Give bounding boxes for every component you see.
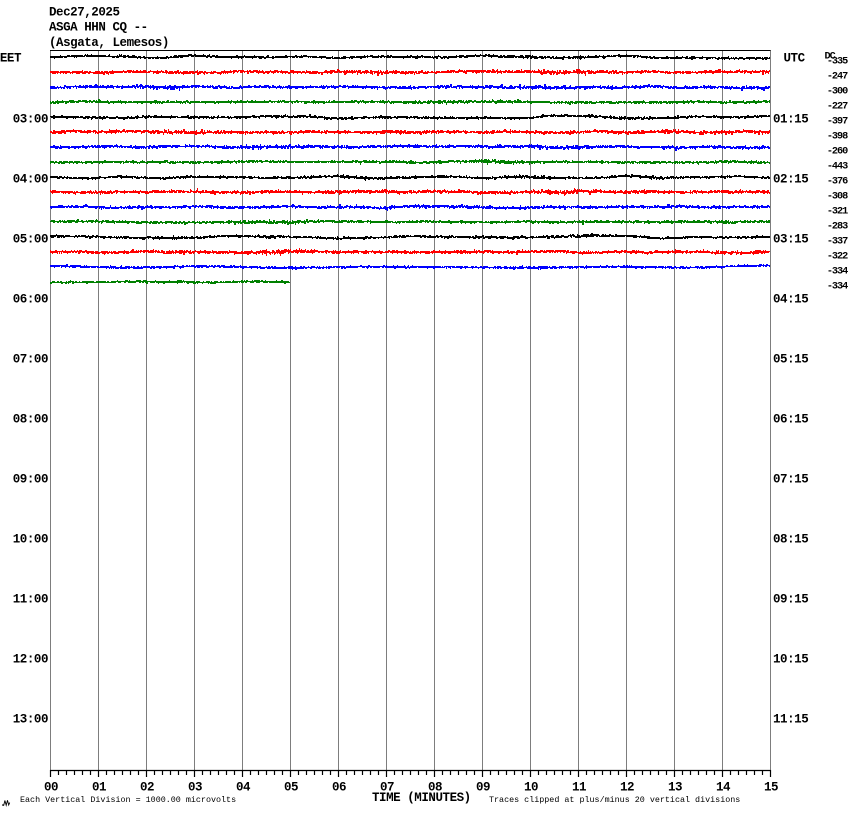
svg-text:00: 00 bbox=[44, 781, 58, 795]
svg-text:-322: -322 bbox=[827, 252, 848, 263]
svg-text:07:15: 07:15 bbox=[773, 473, 808, 487]
svg-text:02: 02 bbox=[140, 781, 154, 795]
svg-text:06:00: 06:00 bbox=[13, 293, 48, 307]
svg-text:13: 13 bbox=[668, 781, 682, 795]
svg-text:-334: -334 bbox=[827, 267, 848, 278]
svg-text:08:15: 08:15 bbox=[773, 533, 808, 547]
svg-text:-397: -397 bbox=[827, 117, 848, 128]
svg-text:11: 11 bbox=[572, 781, 586, 795]
svg-text:-227: -227 bbox=[827, 102, 848, 113]
svg-text:Each Vertical Division = 1000.: Each Vertical Division = 1000.00 microvo… bbox=[20, 795, 236, 805]
svg-text:03:00: 03:00 bbox=[13, 113, 48, 127]
svg-text:-260: -260 bbox=[827, 147, 848, 158]
svg-text:DC: DC bbox=[825, 52, 836, 63]
svg-text:-334: -334 bbox=[827, 282, 848, 293]
svg-text:Dec27,2025: Dec27,2025 bbox=[49, 5, 120, 19]
svg-text:EET: EET bbox=[0, 51, 22, 65]
svg-text:05: 05 bbox=[284, 781, 298, 795]
svg-text:-283: -283 bbox=[827, 222, 848, 233]
svg-text:05:15: 05:15 bbox=[773, 353, 808, 367]
svg-text:-443: -443 bbox=[827, 162, 848, 173]
svg-text:10:15: 10:15 bbox=[773, 653, 808, 667]
svg-text:Traces clipped at plus/minus 2: Traces clipped at plus/minus 20 vertical… bbox=[489, 795, 740, 805]
svg-text:(Asgata, Lemesos): (Asgata, Lemesos) bbox=[49, 36, 169, 50]
svg-text:TIME (MINUTES): TIME (MINUTES) bbox=[372, 791, 471, 805]
svg-text:09:15: 09:15 bbox=[773, 593, 808, 607]
svg-text:-247: -247 bbox=[827, 72, 848, 83]
svg-text:-308: -308 bbox=[827, 192, 848, 203]
svg-text:04:15: 04:15 bbox=[773, 293, 808, 307]
svg-text:02:15: 02:15 bbox=[773, 173, 808, 187]
svg-text:07:00: 07:00 bbox=[13, 353, 48, 367]
svg-text:14: 14 bbox=[716, 781, 731, 795]
svg-text:04: 04 bbox=[236, 781, 251, 795]
svg-text:06:15: 06:15 bbox=[773, 413, 808, 427]
svg-text:09: 09 bbox=[476, 781, 490, 795]
svg-text:-337: -337 bbox=[827, 237, 848, 248]
svg-text:06: 06 bbox=[332, 781, 346, 795]
svg-text:-321: -321 bbox=[827, 207, 848, 218]
svg-text:10: 10 bbox=[524, 781, 538, 795]
svg-text:04:00: 04:00 bbox=[13, 173, 48, 187]
svg-text:03:15: 03:15 bbox=[773, 233, 808, 247]
svg-text:11:00: 11:00 bbox=[13, 593, 48, 607]
svg-text:05:00: 05:00 bbox=[13, 233, 48, 247]
svg-text:09:00: 09:00 bbox=[13, 473, 48, 487]
svg-text:08:00: 08:00 bbox=[13, 413, 48, 427]
svg-text:01: 01 bbox=[92, 781, 106, 795]
svg-text:-300: -300 bbox=[827, 87, 848, 98]
svg-text:12: 12 bbox=[620, 781, 634, 795]
svg-text:-335: -335 bbox=[827, 57, 848, 68]
svg-text:ASGA HHN CQ --: ASGA HHN CQ -- bbox=[49, 21, 148, 35]
svg-text:12:00: 12:00 bbox=[13, 653, 48, 667]
svg-text:-398: -398 bbox=[827, 132, 848, 143]
svg-text:15: 15 bbox=[764, 781, 778, 795]
svg-text:-376: -376 bbox=[827, 177, 848, 188]
svg-text:10:00: 10:00 bbox=[13, 533, 48, 547]
svg-text:07: 07 bbox=[380, 781, 394, 795]
svg-text:03: 03 bbox=[188, 781, 202, 795]
svg-text:UTC: UTC bbox=[784, 51, 806, 65]
svg-text:13:00: 13:00 bbox=[13, 713, 48, 727]
svg-text:08: 08 bbox=[428, 781, 442, 795]
svg-text:11:15: 11:15 bbox=[773, 713, 808, 727]
svg-text:01:15: 01:15 bbox=[773, 113, 808, 127]
